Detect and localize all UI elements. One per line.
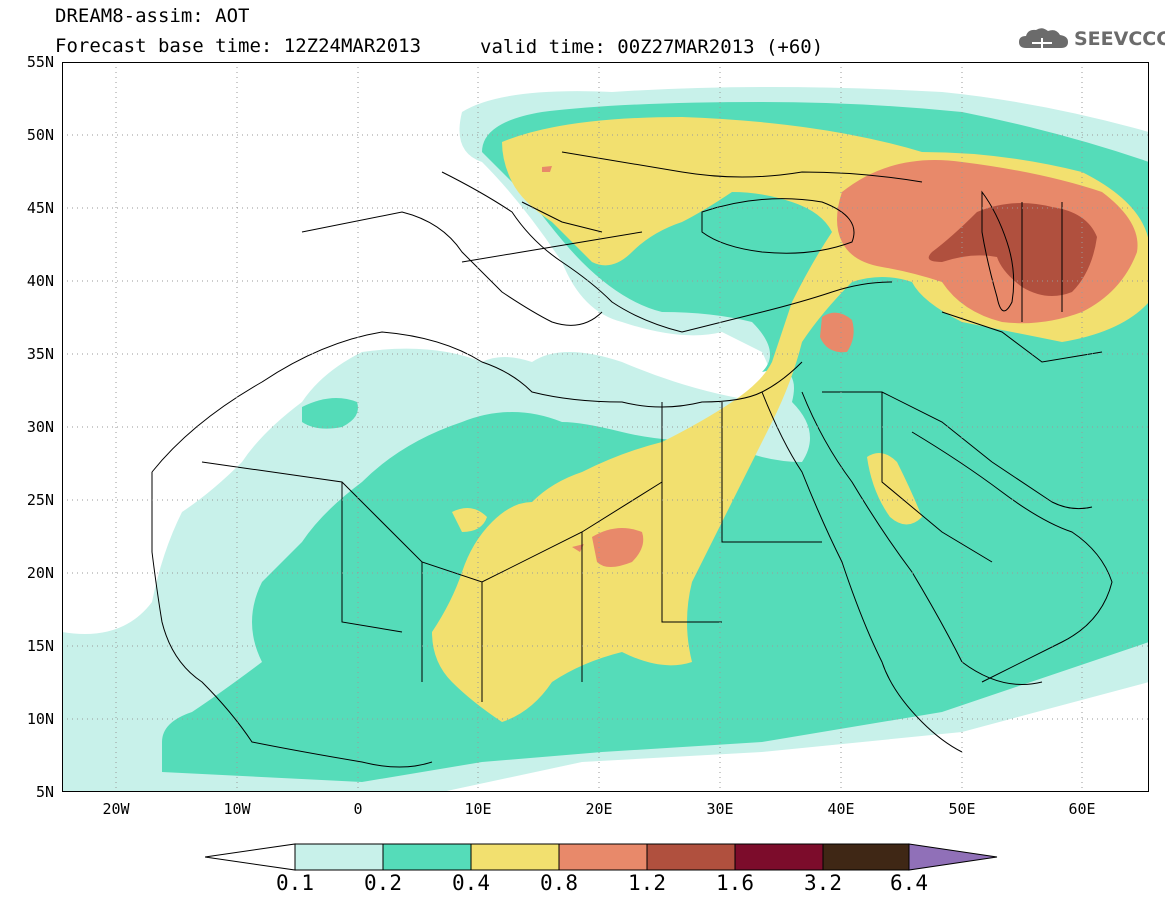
logo-text: SEEVCCC (1074, 28, 1165, 50)
cloud-icon (1019, 28, 1068, 48)
coastline-red-sea (761, 391, 963, 753)
lon-label: 10W (223, 800, 251, 818)
colorbar-min-arrow (204, 843, 296, 871)
colorbar-segment (558, 843, 648, 871)
colorbar-label: 0.8 (540, 871, 578, 895)
lon-label: 20E (585, 800, 613, 818)
lon-label: 60E (1068, 800, 1096, 818)
lon-label: 40E (827, 800, 855, 818)
colorbar-label: 0.1 (276, 871, 314, 895)
colorbar-segment (470, 843, 560, 871)
lat-label: 35N (26, 345, 54, 363)
lat-label: 5N (35, 783, 54, 801)
lon-label: 10E (464, 800, 492, 818)
colorbar-max-arrow (908, 843, 998, 871)
colorbar-segment (382, 843, 472, 871)
title-line-1: DREAM8-assim: AOT (55, 5, 250, 27)
colorbar-label: 3.2 (804, 871, 842, 895)
lon-label: 20W (102, 800, 130, 818)
colorbar-label: 1.6 (716, 871, 754, 895)
lat-label: 30N (26, 418, 54, 436)
coastline-arabia (911, 431, 1113, 683)
lat-label: 55N (26, 53, 54, 71)
coastline-west-africa (151, 472, 433, 768)
colorbar (204, 843, 1000, 877)
lat-label: 50N (26, 126, 54, 144)
colorbar-label: 0.2 (364, 871, 402, 895)
colorbar-label: 6.4 (890, 871, 928, 895)
lat-label: 40N (26, 272, 54, 290)
colorbar-segment (734, 843, 824, 871)
title-line-2: Forecast base time: 12Z24MAR2013 (55, 35, 422, 57)
lat-label: 25N (26, 491, 54, 509)
lat-label: 20N (26, 564, 54, 582)
colorbar-segment (646, 843, 736, 871)
lon-label: 0 (353, 800, 363, 818)
seevccc-logo: SEEVCCC (1018, 26, 1165, 52)
lon-label: 50E (948, 800, 976, 818)
lat-label: 10N (26, 710, 54, 728)
colorbar-segment (822, 843, 910, 871)
coastline-europe (301, 211, 603, 326)
colorbar-label: 1.2 (628, 871, 666, 895)
coastline-north-africa (151, 331, 803, 473)
lon-label: 30E (706, 800, 734, 818)
colorbar-segment (294, 843, 384, 871)
lat-label: 45N (26, 199, 54, 217)
lat-label: 15N (26, 637, 54, 655)
colorbar-label: 0.4 (452, 871, 490, 895)
aot-contour-1.2 (928, 203, 1097, 296)
aot-map (62, 62, 1149, 792)
valid-time: valid time: 00Z27MAR2013 (+60) (480, 36, 824, 58)
